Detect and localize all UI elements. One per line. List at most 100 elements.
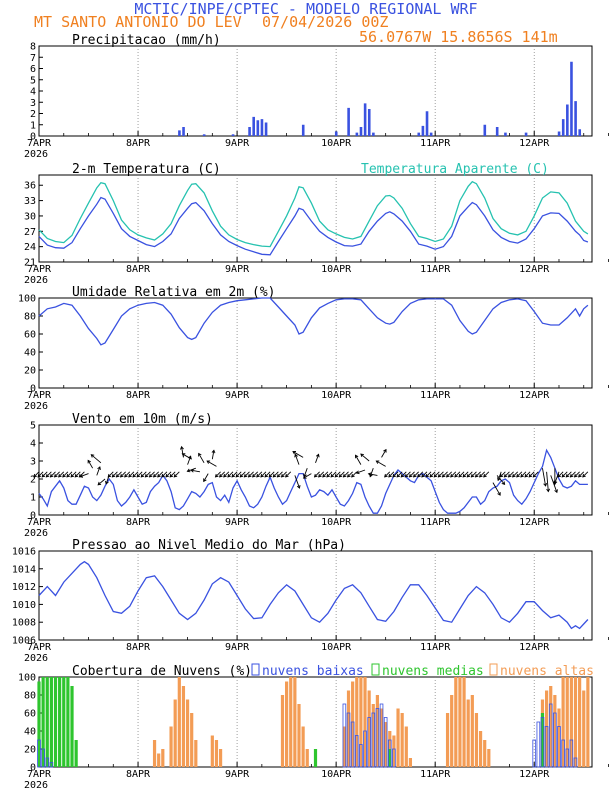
precip-bar bbox=[421, 125, 425, 136]
wind-vector bbox=[334, 471, 341, 478]
day-label: 11APR bbox=[420, 517, 451, 528]
wind-vector-head bbox=[421, 473, 425, 478]
wind-vector bbox=[50, 471, 56, 478]
cloud-bar-mid bbox=[66, 677, 70, 767]
wind-vector bbox=[542, 468, 547, 487]
cloud-bar-high bbox=[289, 677, 293, 767]
cloud-bar-high bbox=[342, 726, 346, 767]
legend-label: nuvens medias bbox=[382, 664, 484, 679]
wind-vector-head bbox=[561, 473, 566, 478]
day-label: 7APR bbox=[27, 517, 52, 528]
wind-vector-head bbox=[553, 480, 558, 485]
wind-vector bbox=[303, 468, 308, 477]
y-tick-label: 100 bbox=[18, 294, 36, 305]
series-line bbox=[38, 180, 589, 248]
precip-bar bbox=[264, 122, 268, 136]
cloud-bar-high bbox=[157, 753, 161, 767]
y-tick-label: 1 bbox=[30, 493, 36, 504]
wind-vector-head bbox=[37, 473, 42, 478]
y-tick-label: 1014 bbox=[12, 564, 36, 575]
wind-vector bbox=[211, 450, 215, 460]
wind-vector bbox=[285, 471, 292, 478]
cloud-bar-low bbox=[363, 730, 367, 768]
y-tick-label: 20 bbox=[24, 366, 36, 377]
panel-title: Cobertura de Nuvens (%) bbox=[72, 664, 252, 679]
wind-vector bbox=[272, 471, 279, 478]
wind-vector-head bbox=[173, 473, 178, 478]
wind-vector bbox=[314, 471, 320, 478]
wind-vector bbox=[223, 471, 230, 478]
cloud-bar-mid bbox=[53, 677, 58, 767]
wind-vector-head bbox=[417, 473, 421, 478]
wind-vector-head bbox=[235, 473, 240, 478]
wind-vector bbox=[41, 471, 48, 478]
wind-vector bbox=[128, 471, 135, 478]
y-tick-label: 36 bbox=[24, 181, 36, 192]
wind-vector bbox=[54, 471, 60, 478]
wind-vector-head bbox=[58, 473, 62, 478]
wind-vector bbox=[58, 471, 65, 478]
cloud-bar-high bbox=[190, 713, 194, 767]
wind-vector-head bbox=[148, 473, 153, 478]
wind-vector bbox=[157, 471, 164, 478]
wind-vector bbox=[557, 471, 564, 478]
precip-bar bbox=[483, 124, 487, 136]
day-label: 10APR bbox=[321, 138, 352, 149]
y-tick-label: 40 bbox=[24, 727, 36, 738]
wind-vector-head bbox=[499, 473, 504, 478]
cloud-bar-high bbox=[454, 677, 458, 767]
wind-vector-head bbox=[543, 482, 548, 487]
cloud-bar-high bbox=[474, 713, 479, 767]
wind-vector-head bbox=[466, 473, 471, 478]
wind-vector-head bbox=[497, 492, 501, 496]
day-label: 7APR bbox=[27, 642, 52, 653]
wind-vector bbox=[483, 471, 490, 478]
wind-vector bbox=[492, 482, 501, 496]
cloud-bar-high bbox=[487, 749, 491, 767]
y-tick-label: 1010 bbox=[12, 600, 36, 611]
day-label: 9APR bbox=[225, 390, 250, 401]
precip-bar bbox=[566, 104, 569, 136]
y-tick-label: 4 bbox=[30, 87, 36, 98]
cloud-bar-low bbox=[557, 726, 561, 768]
wind-vector bbox=[231, 471, 238, 478]
cloud-bar-high bbox=[293, 677, 297, 767]
wind-vector bbox=[512, 471, 519, 478]
cloud-bar-high bbox=[466, 699, 470, 767]
wind-vector-head bbox=[404, 473, 409, 478]
y-tick-label: 80 bbox=[24, 691, 36, 702]
wind-vector-head bbox=[355, 470, 360, 475]
y-tick-label: 0 bbox=[30, 511, 36, 522]
wind-vector bbox=[429, 471, 436, 478]
wind-vector bbox=[450, 471, 457, 478]
cloud-bar-high bbox=[367, 690, 371, 767]
precip-bar bbox=[334, 131, 338, 136]
wind-vector-head bbox=[528, 473, 533, 478]
panel-title-apparent-temp: Temperatura Aparente (C) bbox=[361, 162, 549, 177]
wind-vector-head bbox=[190, 468, 195, 473]
wind-vector bbox=[79, 473, 89, 478]
wind-vector-head bbox=[546, 488, 551, 493]
wind-vector bbox=[96, 466, 101, 476]
wind-vector bbox=[62, 471, 69, 478]
y-tick-label: 3 bbox=[30, 457, 36, 468]
wind-vector-head bbox=[346, 473, 351, 478]
cloud-bar-high bbox=[161, 749, 165, 767]
wind-vector bbox=[149, 471, 155, 478]
cloud-bar-low bbox=[371, 712, 376, 768]
precip-bar bbox=[417, 132, 421, 136]
precip-bar bbox=[231, 134, 235, 136]
cloud-bar-low bbox=[392, 748, 396, 768]
y-tick-label: 2 bbox=[30, 475, 36, 486]
wind-vector-head bbox=[412, 473, 417, 478]
wind-vector-head bbox=[578, 473, 582, 478]
cloud-bar-low bbox=[41, 748, 45, 768]
cloud-bar-high bbox=[586, 677, 590, 767]
wind-vector-head bbox=[41, 473, 46, 478]
wind-vector bbox=[248, 471, 254, 478]
precip-bar bbox=[578, 129, 582, 136]
panel-title: Umidade Relativa em 2m (%) bbox=[72, 285, 276, 300]
wind-vector bbox=[355, 455, 362, 465]
cloud-bar-high bbox=[297, 704, 301, 767]
cloud-bar-low bbox=[354, 735, 359, 768]
